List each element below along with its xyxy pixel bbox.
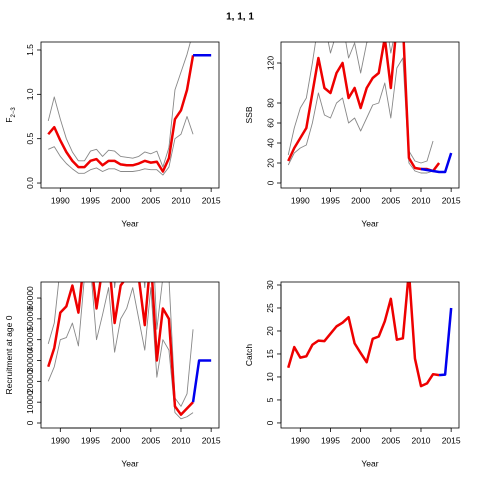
y-axis-label: F2−3 xyxy=(4,107,16,123)
series-line xyxy=(47,282,194,416)
x-tick-label: 2015 xyxy=(202,435,221,445)
y-tick-label: 60 xyxy=(265,118,275,128)
y-tick-label: 80 xyxy=(265,98,275,108)
series-line xyxy=(47,42,191,168)
y-axis-label-sub: 2−3 xyxy=(11,107,17,118)
series-line xyxy=(420,152,453,174)
x-tick-label: 2005 xyxy=(381,435,400,445)
y-tick-label: 40000 xyxy=(25,328,35,352)
series-line xyxy=(47,55,195,173)
y-tick-label: 1.0 xyxy=(25,88,35,100)
chart-title: 1, 1, 1 xyxy=(226,12,254,23)
y-tick-label: 20 xyxy=(265,326,275,336)
x-tick-label: 2010 xyxy=(172,195,191,205)
y-tick-label: 40 xyxy=(265,138,275,148)
y-axis-label: Catch xyxy=(244,344,254,366)
x-axis-label: Year xyxy=(361,458,378,468)
y-tick-label: 10 xyxy=(265,372,275,382)
y-axis-label-main: F xyxy=(4,117,14,122)
y-axis-label-main: Catch xyxy=(244,344,254,366)
y-tick-label: 0 xyxy=(25,420,35,425)
y-tick-label: 1.5 xyxy=(25,44,35,56)
panel: 1990 1995 2000 2005 2010 2015 0 20 40 60 80 120 Year… xyxy=(244,41,461,228)
x-tick-label: 1990 xyxy=(291,435,310,445)
x-tick-label: 2005 xyxy=(381,195,400,205)
series-line xyxy=(287,282,440,388)
x-tick-label: 2010 xyxy=(172,435,191,445)
y-tick-label: 10000 xyxy=(25,390,35,414)
y-tick-label: 20000 xyxy=(25,369,35,393)
y-tick-label: 25 xyxy=(265,303,275,313)
series-line xyxy=(191,359,212,403)
x-tick-label: 1990 xyxy=(51,195,70,205)
x-tick-label: 1990 xyxy=(291,195,310,205)
panel: 1990 1995 2000 2005 2010 2015 0.0 0.5 1.0 1.5 Year… xyxy=(4,41,221,228)
series-line xyxy=(287,57,434,174)
x-axis-label: Year xyxy=(121,458,138,468)
x-tick-label: 2000 xyxy=(111,195,130,205)
y-tick-label: 0 xyxy=(265,180,275,185)
series-line xyxy=(438,307,453,377)
x-tick-label: 2000 xyxy=(111,435,130,445)
y-tick-label: 15 xyxy=(265,349,275,359)
x-tick-label: 1995 xyxy=(321,195,340,205)
x-tick-label: 1995 xyxy=(81,435,100,445)
x-tick-label: 2015 xyxy=(442,195,461,205)
y-axis-label-main: SSB xyxy=(244,106,254,123)
x-tick-label: 1995 xyxy=(81,195,100,205)
x-tick-label: 2000 xyxy=(351,195,370,205)
y-tick-label: 30 xyxy=(265,280,275,290)
x-tick-label: 2010 xyxy=(412,195,431,205)
x-tick-label: 2005 xyxy=(141,435,160,445)
series-line xyxy=(48,116,194,176)
y-tick-label: 20 xyxy=(265,158,275,168)
x-tick-label: 2015 xyxy=(442,435,461,445)
x-tick-label: 2000 xyxy=(351,435,370,445)
x-tick-label: 1995 xyxy=(321,435,340,445)
y-tick-label: 0.0 xyxy=(25,177,35,189)
x-tick-label: 2015 xyxy=(202,195,221,205)
y-axis-label-main: Recruitment at age 0 xyxy=(4,315,14,394)
y-axis-label: SSB xyxy=(244,106,254,123)
y-tick-label: 50000 xyxy=(25,307,35,331)
series-line xyxy=(287,42,441,173)
y-tick-label: 0.5 xyxy=(25,133,35,145)
x-tick-label: 2010 xyxy=(412,435,431,445)
panel: 1990 1995 2000 2005 2010 2015 0 100002000030000… xyxy=(4,281,221,468)
series-line xyxy=(287,42,434,164)
x-tick-label: 2005 xyxy=(141,195,160,205)
y-tick-label: 5 xyxy=(265,397,275,402)
y-axis-label: Recruitment at age 0 xyxy=(4,315,14,394)
x-axis-label: Year xyxy=(361,218,378,228)
x-tick-label: 1990 xyxy=(51,435,70,445)
y-tick-label: 0 xyxy=(265,420,275,425)
x-axis-label: Year xyxy=(121,218,138,228)
panel: 1990 1995 2000 2005 2010 2015 0 5 10 15 20 25 30 Year… xyxy=(244,280,461,468)
series-line xyxy=(47,282,194,420)
y-tick-label: 60000 xyxy=(25,286,35,310)
y-tick-label: 120 xyxy=(265,56,275,70)
y-tick-label: 30000 xyxy=(25,348,35,372)
